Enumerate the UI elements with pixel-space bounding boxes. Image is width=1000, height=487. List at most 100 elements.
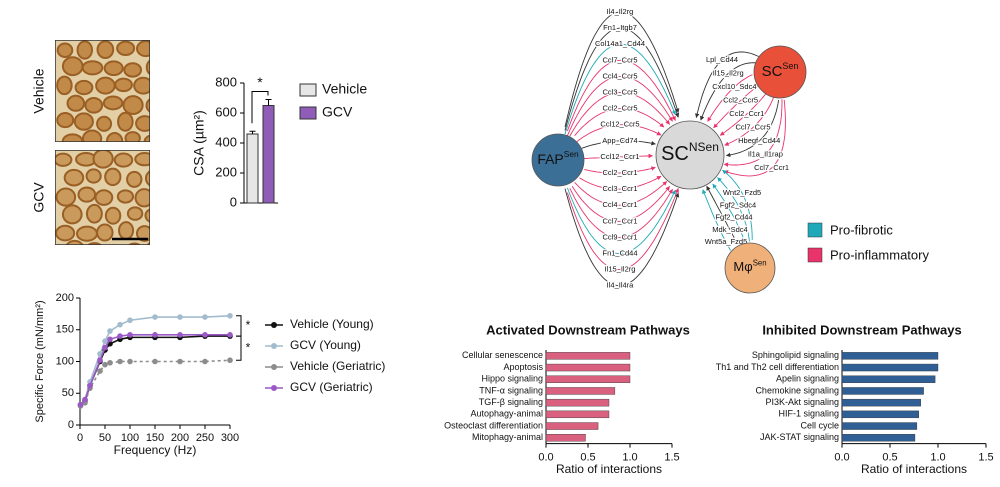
- fiber: [81, 129, 103, 142]
- micrograph-label: GCV: [31, 182, 47, 213]
- fiber: [61, 204, 83, 225]
- x-tick-label: 0.0: [834, 452, 849, 464]
- data-point: [117, 333, 123, 339]
- data-point: [107, 328, 113, 334]
- data-point: [152, 314, 158, 320]
- fiber: [81, 60, 104, 76]
- legend-marker: [271, 364, 277, 370]
- fiber: [61, 56, 84, 77]
- x-tick-label: 50: [99, 432, 111, 444]
- edge-label: Ccl7_Ccr5: [735, 122, 770, 131]
- bar: [545, 422, 599, 430]
- legend-label: Vehicle (Young): [290, 317, 374, 331]
- data-point: [202, 358, 208, 365]
- edge: [574, 181, 668, 206]
- edge: [723, 99, 783, 167]
- edge: [719, 93, 767, 136]
- fiber: [102, 95, 124, 111]
- edge: [584, 153, 654, 159]
- fiber: [127, 242, 142, 245]
- edge: [713, 85, 758, 129]
- significance-bracket: [236, 335, 242, 361]
- edge-label: Il4_Il2rg: [607, 7, 634, 16]
- legend-marker: [271, 385, 277, 391]
- category-label: Apelin signaling: [776, 374, 839, 384]
- y-tick-label: 400: [215, 134, 237, 149]
- data-point: [102, 344, 108, 351]
- fiber: [135, 115, 150, 132]
- category-label: PI3K-Akt signaling: [765, 397, 839, 407]
- data-point: [152, 332, 158, 338]
- edge: [564, 11, 680, 128]
- category-label: Cell cycle: [800, 420, 839, 430]
- category-label: Chemokine signaling: [755, 385, 839, 395]
- fiber: [144, 170, 150, 187]
- fiber: [126, 170, 143, 188]
- edge-label: Ccl7_Ccr5: [602, 55, 637, 64]
- category-label: Hippo signaling: [481, 374, 543, 384]
- edge: [571, 186, 670, 222]
- y-tick-label: 0: [230, 194, 237, 209]
- edge-label: Hbegf_Cd44: [738, 136, 780, 145]
- node-label: FAPSen: [537, 149, 579, 166]
- data-point: [177, 358, 183, 365]
- category-label: JAK-STAT signaling: [760, 432, 839, 442]
- node-label: SCNSen: [661, 140, 719, 165]
- fiber: [135, 225, 150, 242]
- legend-swatch: [807, 222, 823, 238]
- significance-label: *: [246, 318, 251, 332]
- fiber: [55, 187, 77, 207]
- fiber: [56, 42, 74, 58]
- data-point: [97, 368, 103, 374]
- edge-label: Fgf2_Cd44: [715, 213, 752, 222]
- y-tick-label: 0: [68, 419, 74, 431]
- bar: [841, 387, 924, 395]
- fiber: [55, 224, 76, 242]
- y-axis-label: CSA (µm²): [191, 110, 207, 176]
- data-point: [107, 359, 113, 366]
- fiber: [73, 112, 94, 131]
- bar: [841, 363, 939, 372]
- legend-label: Pro-fibrotic: [830, 222, 893, 237]
- edge-label: Mdk_Sdc4: [712, 225, 747, 234]
- edge-label: Wnt2_Fzd5: [723, 188, 761, 197]
- error-bar: [265, 99, 272, 106]
- x-tick-label: 300: [221, 432, 239, 444]
- fiber: [75, 225, 98, 242]
- x-tick-label: 150: [146, 432, 164, 444]
- fiber: [104, 206, 122, 225]
- node-label: SCSen: [762, 61, 799, 80]
- x-tick-label: 1.5: [978, 452, 993, 464]
- node: [724, 242, 776, 294]
- bar: [545, 398, 610, 407]
- bar: [545, 387, 616, 395]
- node-label-sup: Sen: [753, 259, 767, 268]
- bar: [545, 352, 631, 360]
- edge-label: Ccl9_Ccr1: [602, 232, 637, 241]
- x-tick-label: 1.0: [930, 452, 945, 464]
- data-point: [202, 314, 208, 320]
- edge: [566, 75, 673, 136]
- edge-labels: Il4_Il2rg Fn1_Itgb7 Col14a1_Cd44 Ccl7_Ccr5 C…: [594, 6, 791, 291]
- data-point: [202, 332, 208, 338]
- edge: [717, 177, 750, 242]
- chart-title: Activated Downstream Pathways: [486, 322, 690, 337]
- node-label-main: Mφ: [733, 259, 752, 274]
- category-label: Cellular senescence: [462, 350, 543, 360]
- fiber: [55, 152, 73, 167]
- fiber: [134, 188, 150, 208]
- legend-swatch: [807, 247, 823, 263]
- data-point: [107, 336, 113, 343]
- fiber: [94, 189, 114, 206]
- data-point: [227, 312, 233, 319]
- node-label-main: SC: [661, 143, 689, 165]
- x-tick-label: 0.5: [882, 452, 897, 464]
- node-label-main: FAP: [537, 151, 563, 167]
- bar: [545, 363, 631, 372]
- edge: [706, 185, 738, 245]
- y-tick-label: 100: [56, 355, 74, 367]
- category-label: Osteoclast differentiation: [444, 420, 543, 430]
- y-tick-label: 600: [215, 104, 237, 119]
- fiber: [95, 76, 116, 95]
- legend-label: GCV (Young): [290, 338, 361, 352]
